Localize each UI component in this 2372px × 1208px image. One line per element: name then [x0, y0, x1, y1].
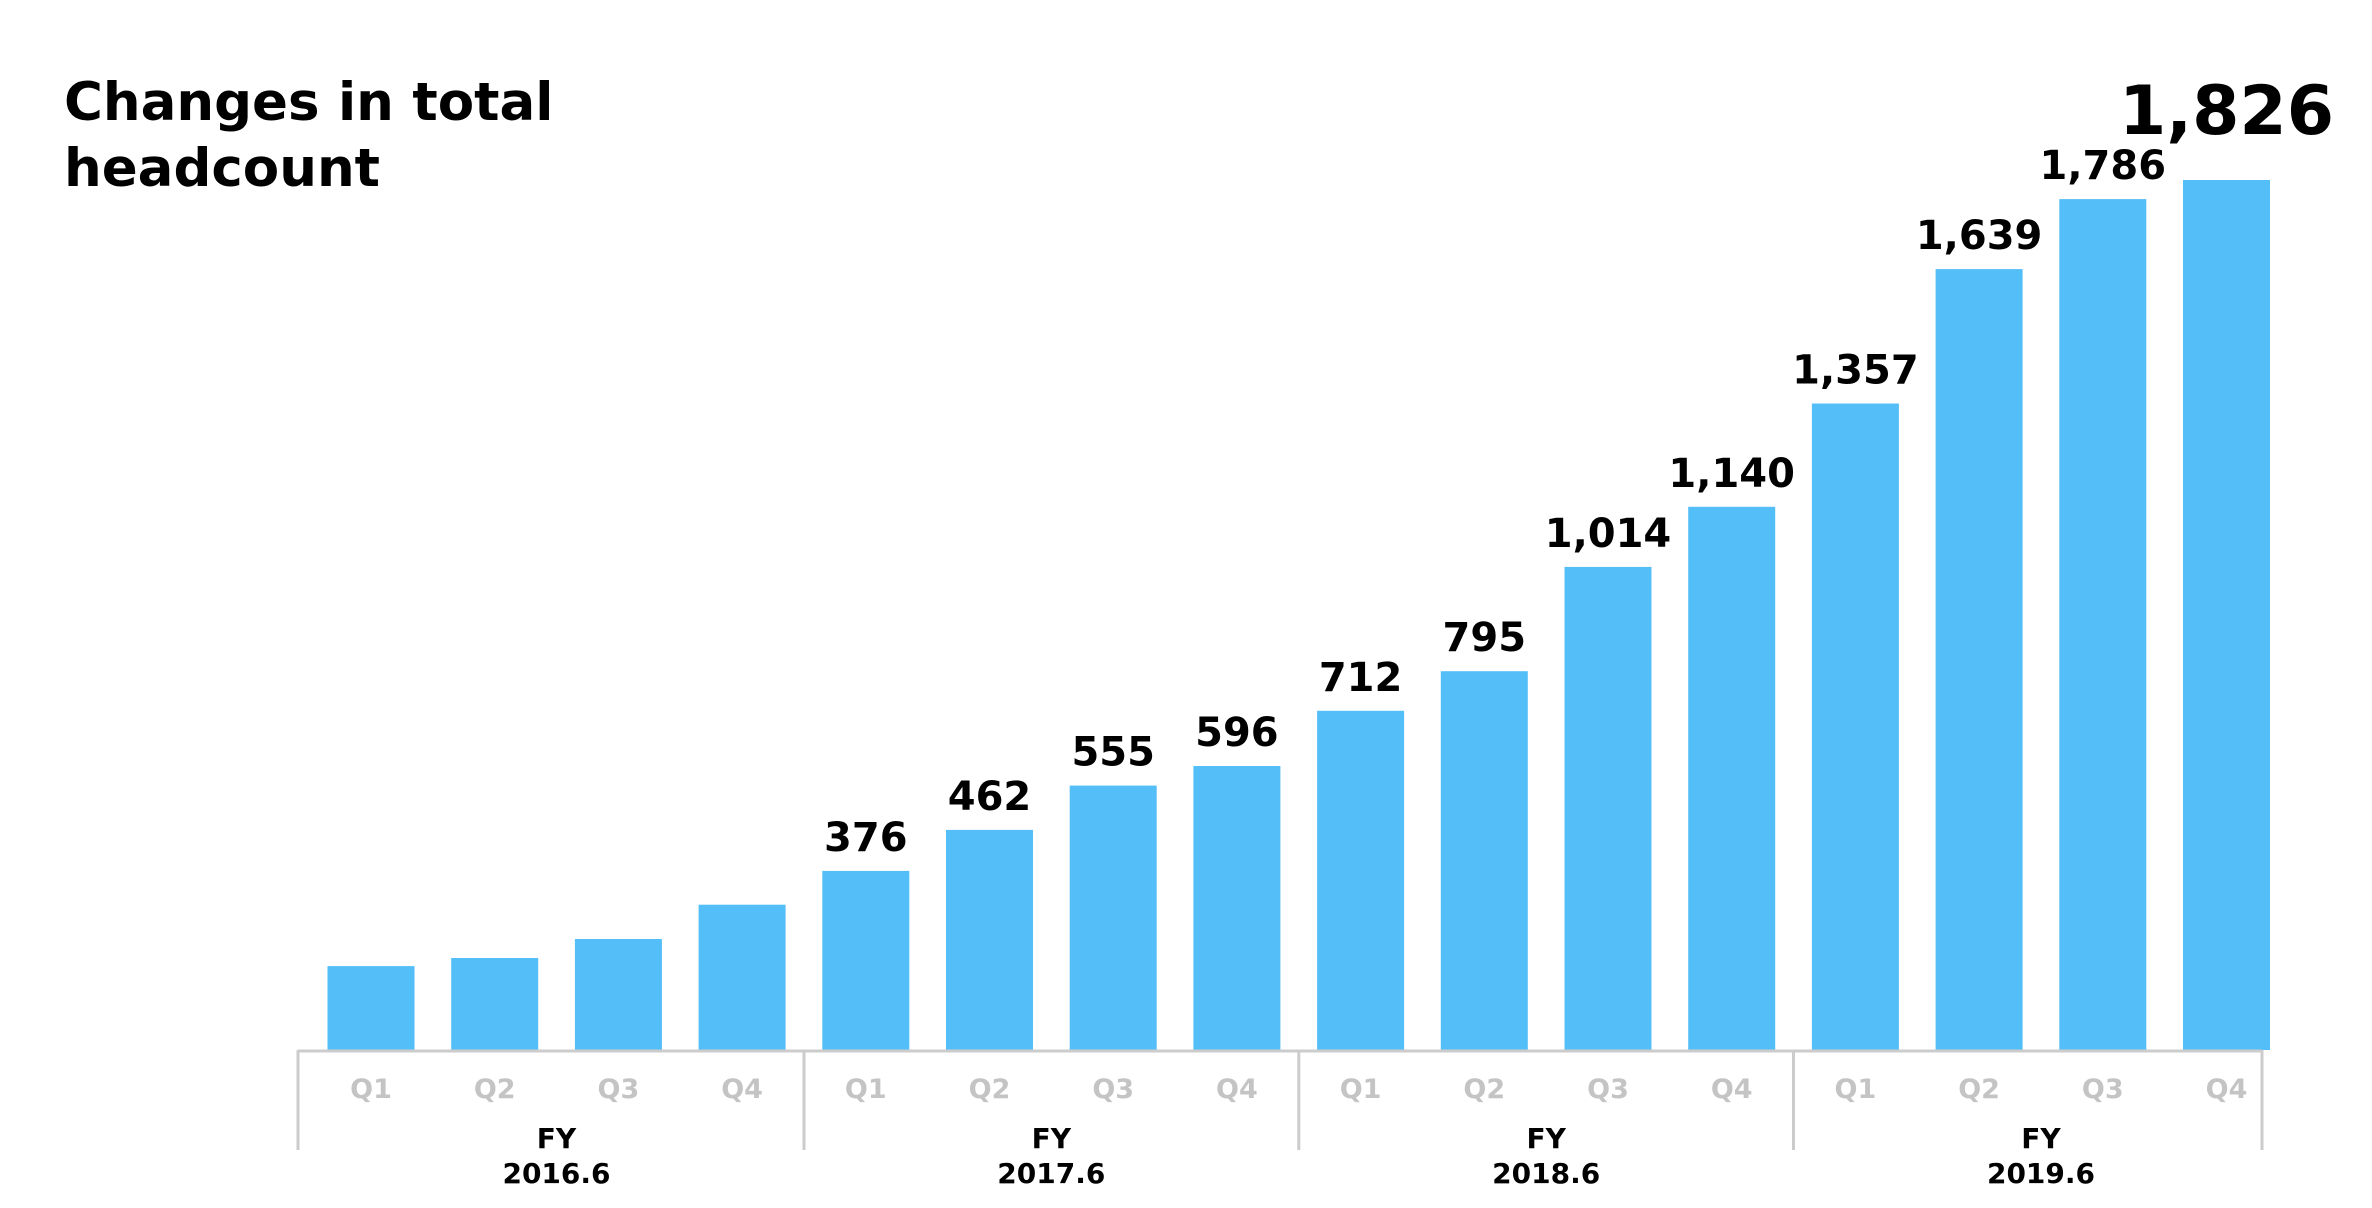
bar	[1193, 766, 1281, 1050]
chart-title-line-2: headcount	[64, 138, 381, 199]
fiscal-year-label: 2018.6	[1492, 1157, 1600, 1190]
quarter-tick-label: Q1	[1340, 1074, 1382, 1105]
quarter-tick-label: Q3	[1092, 1074, 1134, 1105]
fiscal-year-label: 2019.6	[1987, 1157, 2095, 1190]
chart-title: Changes in total headcount	[64, 70, 764, 202]
fiscal-year-label: 2017.6	[997, 1157, 1105, 1190]
bar	[1564, 566, 1652, 1050]
fiscal-year-label: FY	[1032, 1122, 1072, 1155]
bar	[574, 939, 662, 1050]
bar	[1688, 506, 1776, 1050]
quarter-tick-label: Q3	[1587, 1074, 1629, 1105]
bar-value-label: 1,786	[2040, 143, 2167, 189]
fiscal-year-label: FY	[2021, 1122, 2061, 1155]
bar-value-label: 462	[948, 774, 1032, 820]
bar	[1440, 671, 1528, 1050]
bar	[1811, 403, 1899, 1050]
bar-value-label: 1,014	[1545, 511, 1672, 557]
quarter-tick-label: Q3	[598, 1074, 640, 1105]
bar-value-label: 712	[1319, 655, 1403, 701]
fiscal-year-label: 2016.6	[502, 1157, 610, 1190]
quarter-tick-label: Q4	[2206, 1074, 2248, 1105]
quarter-tick-label: Q1	[1835, 1074, 1877, 1105]
quarter-tick-label: Q4	[1711, 1074, 1753, 1105]
bar-value-label: 596	[1195, 710, 1279, 756]
bar-value-label: 1,357	[1792, 348, 1919, 394]
bar-value-label: 555	[1071, 730, 1155, 776]
quarter-tick-label: Q2	[474, 1074, 516, 1105]
quarter-tick-label: Q4	[1216, 1074, 1258, 1105]
bar	[698, 904, 786, 1050]
bar-value-label: 795	[1443, 615, 1527, 661]
bar-value-label: 1,826	[2119, 72, 2334, 151]
bar-value-label: 1,140	[1668, 451, 1795, 497]
bar-value-label: 1,639	[1916, 213, 2043, 259]
bar-value-label: 376	[824, 815, 908, 861]
bar	[1069, 785, 1157, 1050]
quarter-tick-label: Q4	[721, 1074, 763, 1105]
bar	[327, 966, 415, 1050]
bar	[822, 870, 910, 1050]
quarter-tick-label: Q2	[969, 1074, 1011, 1105]
bar	[1317, 710, 1405, 1050]
quarter-tick-label: Q1	[350, 1074, 392, 1105]
quarter-tick-label: Q1	[845, 1074, 887, 1105]
fiscal-year-label: FY	[537, 1122, 577, 1155]
bar	[946, 829, 1033, 1050]
chart-title-line-1: Changes in total	[64, 72, 554, 133]
bar	[2059, 199, 2147, 1051]
quarter-tick-label: Q2	[1463, 1074, 1505, 1105]
bar	[2183, 180, 2270, 1050]
quarter-tick-label: Q3	[2082, 1074, 2124, 1105]
bar	[451, 958, 539, 1050]
bar	[1935, 269, 2023, 1051]
fiscal-year-label: FY	[1526, 1122, 1566, 1155]
quarter-tick-label: Q2	[1958, 1074, 2000, 1105]
